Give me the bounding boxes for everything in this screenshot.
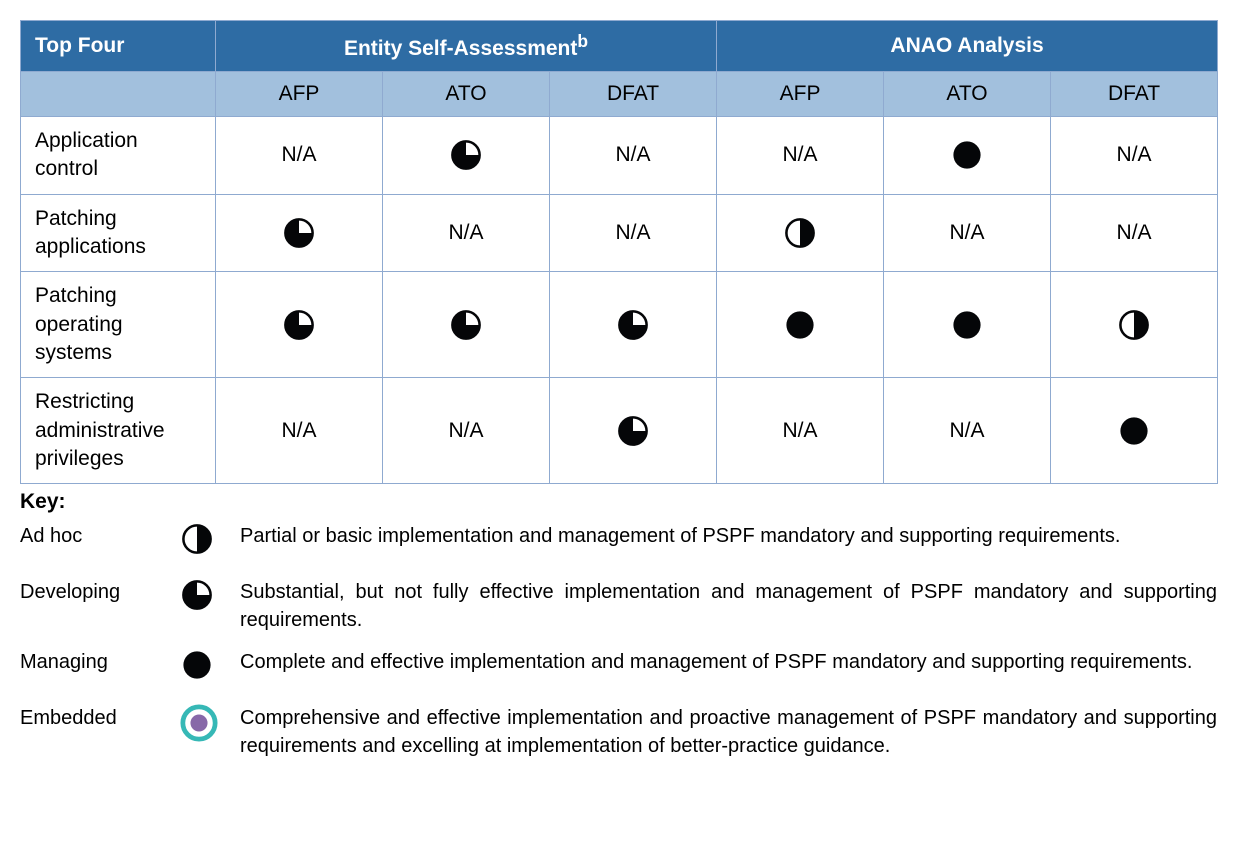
data-cell: N/A xyxy=(884,378,1051,484)
key-description: Comprehensive and effective implementati… xyxy=(240,704,1217,760)
data-cell xyxy=(717,194,884,272)
data-cell: N/A xyxy=(550,194,717,272)
adhoc-icon xyxy=(783,216,817,250)
data-cell: N/A xyxy=(216,117,383,195)
top-left-header: Top Four xyxy=(21,21,216,72)
data-cell xyxy=(550,272,717,378)
header-row-2: AFP ATO DFAT AFP ATO DFAT xyxy=(21,72,1218,117)
table-row: Application controlN/A N/AN/A N/A xyxy=(21,117,1218,195)
key-description: Substantial, but not fully effective imp… xyxy=(240,578,1217,634)
data-cell: N/A xyxy=(383,378,550,484)
header-row-1: Top Four Entity Self-Assessmentb ANAO An… xyxy=(21,21,1218,72)
sub-header-0: AFP xyxy=(216,72,383,117)
sub-header-blank xyxy=(21,72,216,117)
data-cell xyxy=(550,378,717,484)
key-description: Complete and effective implementation an… xyxy=(240,648,1217,676)
adhoc-icon xyxy=(180,522,240,564)
data-cell xyxy=(884,272,1051,378)
managing-icon xyxy=(180,648,240,690)
group-header-self-assessment-text: Entity Self-Assessment xyxy=(344,37,577,60)
row-label: Patching applications xyxy=(21,194,216,272)
developing-icon xyxy=(616,414,650,448)
data-cell: N/A xyxy=(884,194,1051,272)
key-label: Managing xyxy=(20,648,180,676)
key-label: Ad hoc xyxy=(20,522,180,550)
developing-icon xyxy=(449,308,483,342)
table-row: Patching operating systems xyxy=(21,272,1218,378)
group-header-anao: ANAO Analysis xyxy=(717,21,1218,72)
developing-icon xyxy=(180,578,240,620)
row-label: Patching operating systems xyxy=(21,272,216,378)
key-section: Key: Ad hoc Partial or basic implementat… xyxy=(20,490,1217,760)
superscript-b: b xyxy=(577,31,588,51)
developing-icon xyxy=(616,308,650,342)
key-row: Managing Complete and effective implemen… xyxy=(20,648,1217,690)
managing-icon xyxy=(783,308,817,342)
assessment-table: Top Four Entity Self-Assessmentb ANAO An… xyxy=(20,20,1218,484)
data-cell: N/A xyxy=(550,117,717,195)
table-row: Restricting administrative privilegesN/A… xyxy=(21,378,1218,484)
key-description: Partial or basic implementation and mana… xyxy=(240,522,1217,550)
data-cell xyxy=(216,272,383,378)
data-cell: N/A xyxy=(383,194,550,272)
row-label: Restricting administrative privileges xyxy=(21,378,216,484)
managing-icon xyxy=(950,138,984,172)
data-cell: N/A xyxy=(717,117,884,195)
row-label: Application control xyxy=(21,117,216,195)
key-label: Embedded xyxy=(20,704,180,732)
data-cell xyxy=(717,272,884,378)
managing-icon xyxy=(950,308,984,342)
developing-icon xyxy=(282,308,316,342)
data-cell xyxy=(1051,378,1218,484)
data-cell: N/A xyxy=(1051,194,1218,272)
sub-header-4: ATO xyxy=(884,72,1051,117)
data-cell xyxy=(383,272,550,378)
developing-icon xyxy=(282,216,316,250)
data-cell xyxy=(383,117,550,195)
developing-icon xyxy=(449,138,483,172)
sub-header-5: DFAT xyxy=(1051,72,1218,117)
data-cell xyxy=(884,117,1051,195)
key-title: Key: xyxy=(20,490,1217,514)
adhoc-icon xyxy=(1117,308,1151,342)
sub-header-3: AFP xyxy=(717,72,884,117)
table-row: Patching applications N/AN/A N/AN/A xyxy=(21,194,1218,272)
key-row: Embedded Comprehensive and effective imp… xyxy=(20,704,1217,760)
key-label: Developing xyxy=(20,578,180,606)
managing-icon xyxy=(1117,414,1151,448)
data-cell: N/A xyxy=(717,378,884,484)
data-cell: N/A xyxy=(1051,117,1218,195)
data-cell xyxy=(1051,272,1218,378)
sub-header-1: ATO xyxy=(383,72,550,117)
embedded-icon xyxy=(180,704,240,750)
sub-header-2: DFAT xyxy=(550,72,717,117)
group-header-self-assessment: Entity Self-Assessmentb xyxy=(216,21,717,72)
data-cell xyxy=(216,194,383,272)
data-cell: N/A xyxy=(216,378,383,484)
key-row: Ad hoc Partial or basic implementation a… xyxy=(20,522,1217,564)
key-row: Developing Substantial, but not fully ef… xyxy=(20,578,1217,634)
